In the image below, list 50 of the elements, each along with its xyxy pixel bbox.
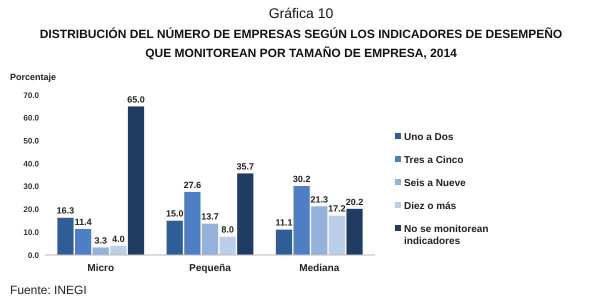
bar	[237, 173, 254, 255]
bar	[166, 220, 183, 255]
data-label: 8.0	[221, 224, 234, 235]
data-label: 11.4	[74, 216, 92, 227]
data-label: 17.2	[328, 204, 346, 214]
legend-label: Seis a Nueve	[404, 178, 466, 189]
bar	[276, 230, 292, 255]
x-tick-label: Pequeña	[189, 263, 232, 274]
y-tick-label: 10.0	[23, 228, 40, 237]
bar	[202, 224, 218, 255]
y-tick-label: 50.0	[23, 136, 40, 146]
bar	[128, 106, 144, 255]
bar	[57, 218, 74, 255]
chart-subtitle: DISTRIBUCIÓN DEL NÚMERO DE EMPRESAS SEGÚN LOS INDICADORES DE DESEMPEÑO QUE MONITOREAN POR TAMAÑO DE EMPRESA, 2014	[40, 27, 562, 60]
y-tick-label: 40.0	[23, 159, 40, 168]
data-label: 21.3	[310, 194, 328, 204]
data-label: 15.0	[166, 208, 184, 219]
data-label: 13.7	[201, 212, 219, 222]
y-tick-label: 60.0	[23, 114, 40, 123]
bar	[74, 228, 92, 255]
legend-label: No se monitorean indicadores	[404, 224, 488, 247]
data-label: 65.0	[127, 94, 145, 104]
bar	[328, 216, 346, 255]
data-label: 3.3	[94, 235, 107, 246]
bar	[311, 206, 328, 255]
data-label: 16.3	[56, 206, 74, 216]
data-label: 27.6	[184, 180, 202, 190]
data-label: 4.0	[112, 234, 125, 244]
legend-label: Tres a Cinco	[404, 155, 464, 166]
bar	[294, 186, 310, 255]
data-label: 35.7	[236, 161, 254, 172]
x-tick-label: Micro	[87, 263, 114, 274]
bar	[220, 236, 236, 255]
y-tick-label: 20.0	[23, 205, 40, 214]
data-label: 11.1	[275, 218, 293, 228]
legend-label: Diez o más	[404, 201, 457, 212]
y-tick-label: 70.0	[23, 90, 40, 100]
y-axis-title: Porcentaje	[10, 72, 56, 82]
legend-label: Uno a Dos	[404, 132, 454, 143]
bar	[110, 246, 126, 255]
y-tick-label: 0.0	[28, 250, 40, 260]
bar	[92, 247, 109, 255]
bar	[184, 192, 200, 255]
bar	[346, 208, 363, 255]
y-tick-label: 30.0	[23, 182, 40, 192]
source-note: Fuente: INEGI	[10, 283, 87, 297]
x-tick-label: Mediana	[299, 263, 340, 274]
chart-title: Gráfica 10	[268, 5, 334, 21]
data-label: 30.2	[292, 174, 310, 184]
data-label: 20.2	[346, 196, 364, 207]
